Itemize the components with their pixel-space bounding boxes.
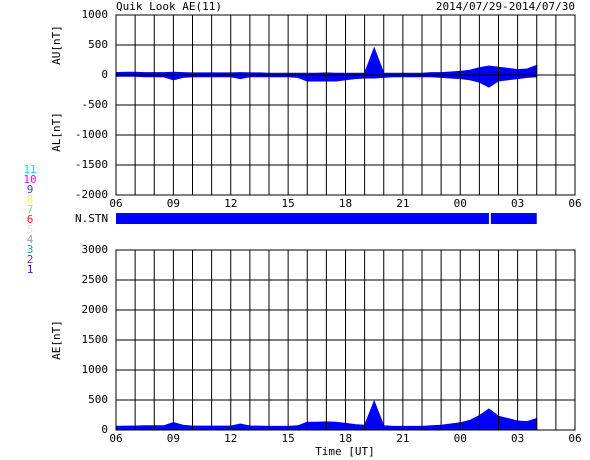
legend-label: 3 [27,243,34,256]
y-tick-label: 1000 [82,363,109,376]
legend-label: 8 [27,193,34,206]
x-tick-label: 06 [109,197,122,210]
x-tick-label: 06 [568,197,581,210]
x-tick-label: 00 [454,197,467,210]
legend-label: 2 [27,253,34,266]
y-axis-label: AL[nT] [50,112,63,152]
plot-frame [115,249,576,431]
x-axis-label: Time [UT] [315,445,375,458]
x-tick-label: 12 [224,432,237,445]
legend-label: 1 [27,263,34,276]
y-tick-label: 0 [101,423,108,436]
y-tick-label: -1000 [75,128,108,141]
y-tick-label: 2000 [82,303,109,316]
y-tick-label: 2500 [82,273,109,286]
x-tick-label: 06 [109,432,122,445]
x-tick-label: 06 [568,432,581,445]
x-tick-label: 00 [454,432,467,445]
x-tick-label: 09 [167,432,180,445]
y-tick-label: 500 [88,38,108,51]
legend-label: 6 [27,213,34,226]
x-tick-label: 09 [167,197,180,210]
y-axis-label: AE[nT] [50,320,63,360]
legend-label: 9 [27,183,34,196]
y-tick-label: -2000 [75,188,108,201]
x-tick-label: 21 [396,432,409,445]
legend-label: 11 [23,163,36,176]
y-tick-label: 1000 [82,8,109,21]
x-tick-label: 03 [511,197,524,210]
x-tick-label: 12 [224,197,237,210]
y-axis-label: AU[nT] [50,25,63,65]
station-bar [490,213,537,224]
x-tick-label: 15 [282,432,295,445]
chart-title: Quik Look AE(11) [116,0,222,13]
legend-label: 4 [27,233,34,246]
x-tick-label: 18 [339,432,352,445]
legend-label: 7 [27,203,34,216]
x-tick-label: 21 [396,197,409,210]
y-tick-label: -1500 [75,158,108,171]
y-tick-label: -500 [82,98,109,111]
y-tick-label: 500 [88,393,108,406]
station-bar [116,213,489,224]
legend-label: 10 [23,173,36,186]
station-label: N.STN [75,212,108,225]
y-tick-label: 3000 [82,243,109,256]
y-tick-label: 0 [101,68,108,81]
x-tick-label: 03 [511,432,524,445]
y-tick-label: 1500 [82,333,109,346]
x-tick-label: 18 [339,197,352,210]
chart-subtitle: 2014/07/29-2014/07/30 [436,0,575,13]
area [115,46,538,76]
x-tick-label: 15 [282,197,295,210]
plot-frame [115,14,576,196]
legend-label: 5 [27,223,34,236]
